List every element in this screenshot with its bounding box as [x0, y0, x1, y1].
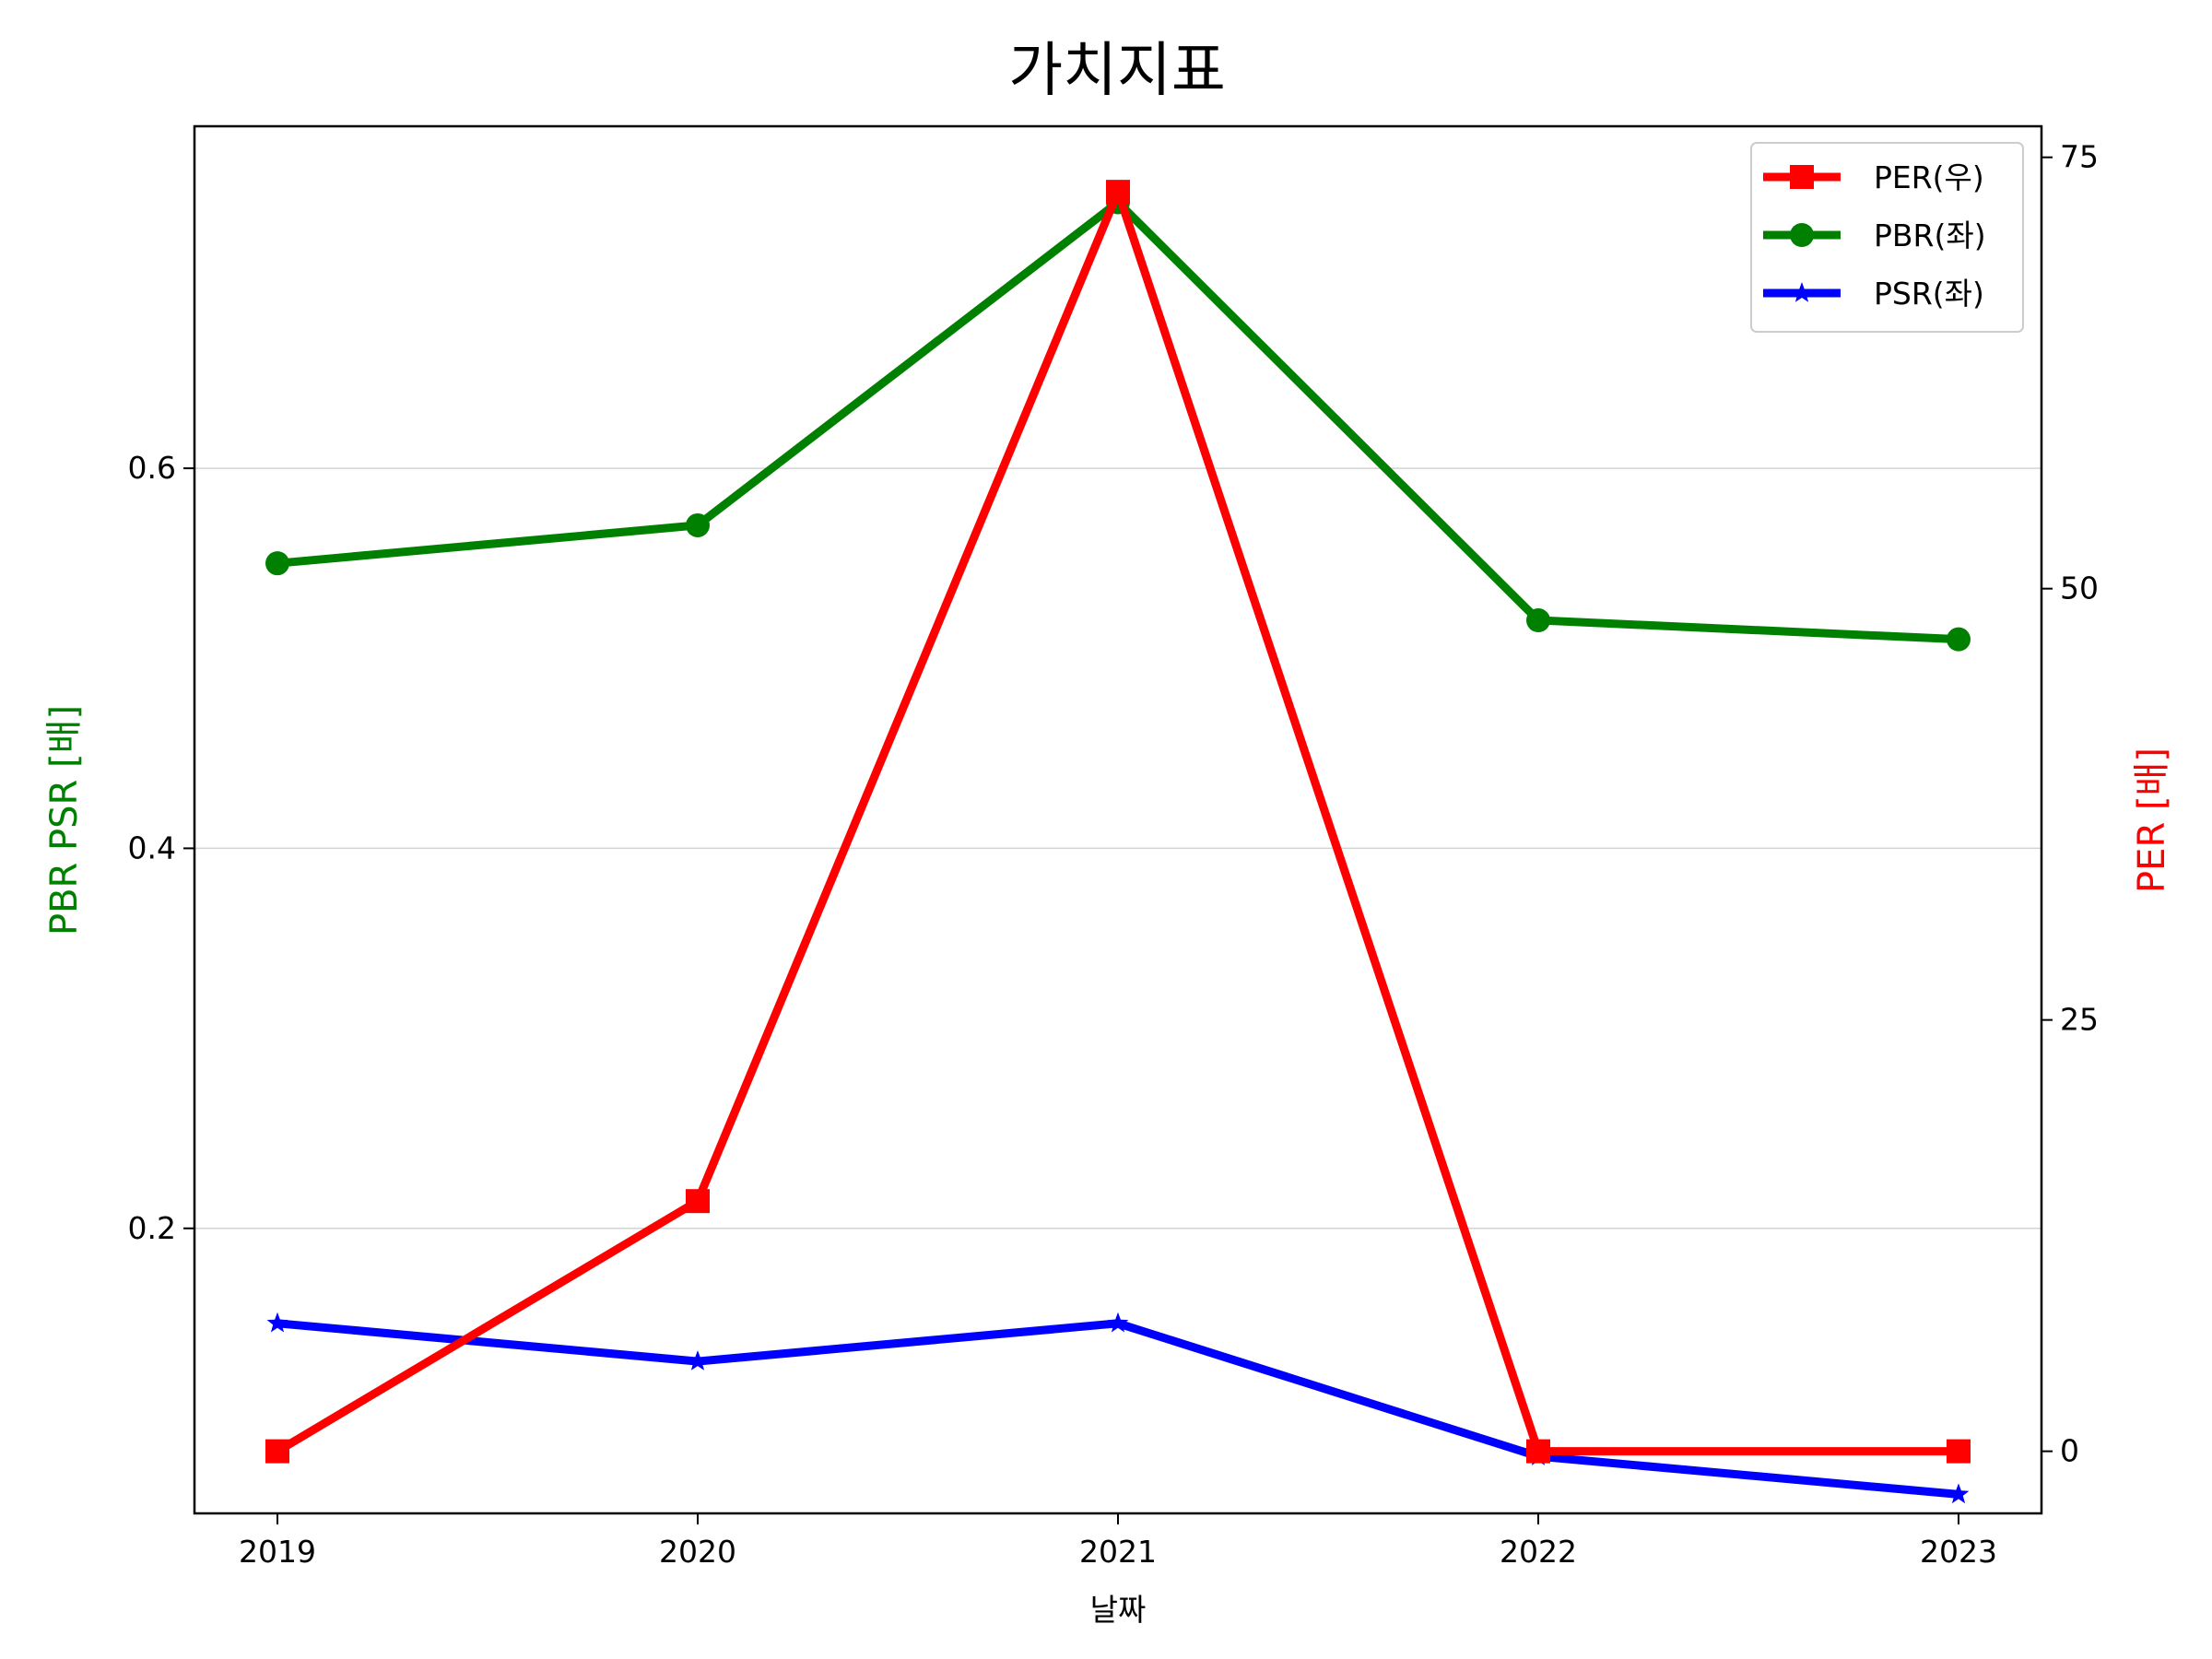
y-left-tick-label: 0.4 — [128, 830, 176, 865]
data-point-psr — [687, 1350, 709, 1371]
data-point-per — [1947, 1439, 1971, 1464]
data-point-per — [1106, 180, 1130, 205]
data-point-per — [265, 1439, 289, 1464]
series-pbr — [265, 190, 1971, 652]
data-point-psr — [266, 1312, 288, 1333]
y-right-tick-label: 50 — [2060, 571, 2099, 606]
legend: PER(우) PBR(좌) PSR(좌) — [1750, 142, 2024, 333]
data-point-pbr — [1947, 627, 1971, 652]
series-psr — [266, 1312, 1970, 1504]
x-tick-label: 2023 — [1920, 1534, 1997, 1570]
legend-marker-pbr — [1790, 223, 1814, 247]
data-point-per — [1526, 1439, 1550, 1464]
legend-label-psr: PSR(좌) — [1874, 276, 1984, 312]
y-axis-right-label: PER [배] — [2131, 747, 2173, 893]
x-axis-label: 날짜 — [1090, 1592, 1147, 1628]
data-point-psr — [1947, 1483, 1970, 1504]
y-left-tick-label: 0.2 — [128, 1210, 176, 1246]
y-right-tick-label: 0 — [2060, 1433, 2079, 1469]
x-axis: 2019 2020 2021 2022 2023 — [239, 1513, 1997, 1570]
y-axis-right: 0 25 50 75 — [2041, 139, 2099, 1469]
data-point-psr — [1107, 1312, 1129, 1333]
series-line-per — [275, 180, 1959, 1456]
chart-title: 가치지표 — [1008, 37, 1226, 105]
legend-box — [1750, 142, 2024, 333]
gridlines — [194, 467, 2041, 1230]
legend-marker-per — [1790, 165, 1814, 189]
data-point-pbr — [1526, 608, 1550, 633]
legend-label-per: PER(우) — [1874, 159, 1984, 195]
plot-frame — [193, 124, 2043, 1515]
y-axis-left-label: PBR PSR [배] — [43, 705, 86, 935]
data-point-per — [686, 1189, 710, 1214]
y-left-tick-label: 0.6 — [128, 450, 176, 486]
series-layer — [265, 180, 1971, 1504]
y-right-tick-label: 75 — [2060, 139, 2099, 175]
data-point-pbr — [686, 512, 710, 537]
x-tick-label: 2022 — [1500, 1534, 1577, 1570]
series-per — [265, 180, 1971, 1464]
data-point-pbr — [265, 551, 289, 576]
series-line-psr — [276, 1319, 1959, 1499]
x-tick-label: 2020 — [659, 1534, 736, 1570]
x-tick-label: 2019 — [239, 1534, 316, 1570]
legend-marker-psr — [1791, 282, 1813, 302]
series-line-pbr — [276, 196, 1959, 644]
y-right-tick-label: 25 — [2060, 1002, 2099, 1038]
x-tick-label: 2021 — [1079, 1534, 1157, 1570]
y-axis-left: 0.2 0.4 0.6 — [128, 450, 194, 1246]
legend-label-pbr: PBR(좌) — [1874, 218, 1986, 253]
